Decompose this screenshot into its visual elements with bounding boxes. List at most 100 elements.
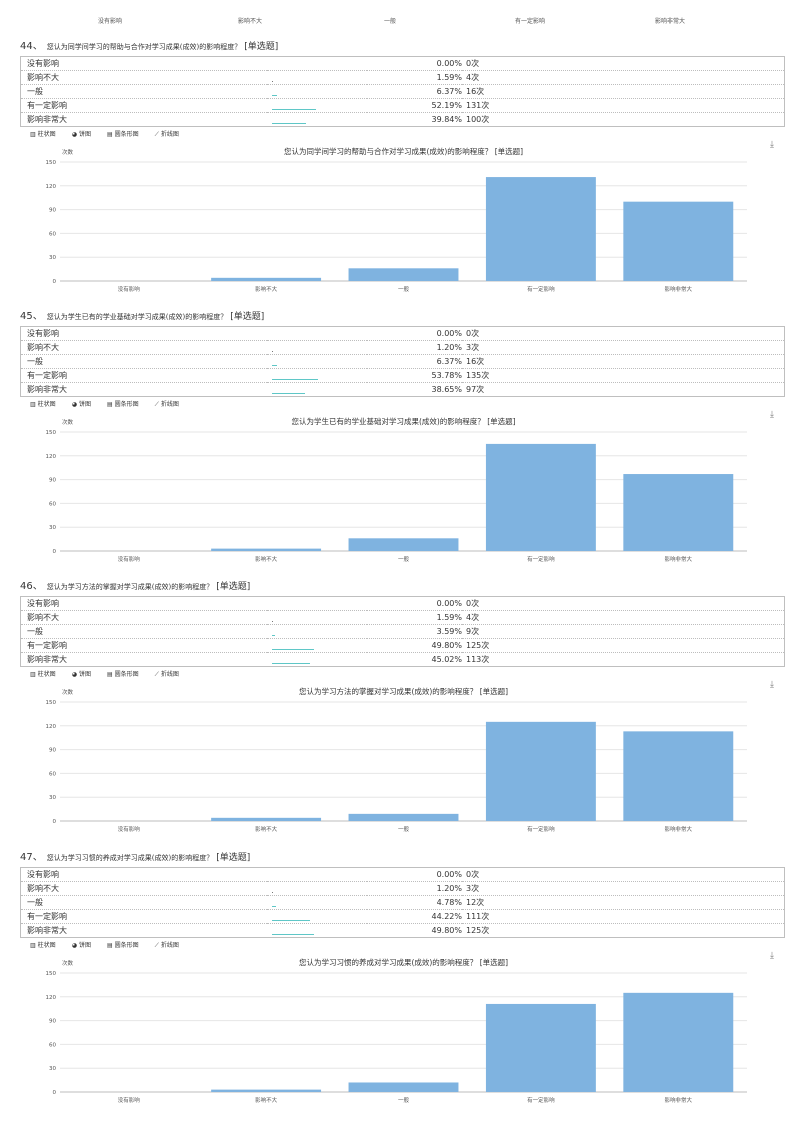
horizontal-bar-icon: ▤ (106, 942, 113, 949)
option-label: 一般 (20, 84, 267, 99)
tab-pie-chart[interactable]: ◕ 饼图 (72, 942, 91, 949)
x-tick-label: 影响非常大 (665, 1096, 693, 1104)
option-label: 没有影响 (27, 59, 59, 68)
question-number: 47、 (20, 852, 43, 863)
tab-bar-chart[interactable]: ▥ 柱状图 (30, 401, 56, 408)
bar (485, 1003, 596, 1092)
tab-label: 柱状图 (37, 131, 56, 138)
chart-type-tabs: ▥ 柱状图 ◕ 饼图 ▤ 圆条形图 ⟋ 折线图 (30, 669, 195, 679)
bar (623, 201, 734, 281)
y-tick-label: 90 (49, 478, 56, 484)
question-title: 47、 您认为学习习惯的养成对学习成果(成效)的影响程度？ [单选题] (20, 851, 250, 867)
pie-chart-icon: ◕ (71, 671, 77, 678)
option-label: 影响非常大 (20, 923, 267, 938)
horizontal-bar-icon: ▤ (106, 671, 113, 678)
tab-pie-chart[interactable]: ◕ 饼图 (72, 401, 91, 408)
count-value: 113次 (462, 652, 785, 667)
table-row: 一般 6.37% 16次 (20, 84, 785, 99)
x-tick-label: 一般 (398, 285, 410, 293)
bar (348, 1082, 459, 1092)
percent-bar-cell (267, 340, 367, 355)
tab-bar-chart[interactable]: ▥ 柱状图 (30, 131, 56, 138)
option-label: 影响不大 (20, 70, 267, 85)
percent-bar-cell (267, 652, 367, 667)
percent-value: 38.65% (367, 382, 462, 397)
count-value: 125次 (462, 923, 785, 938)
count-value: 3次 (462, 881, 785, 896)
percent-value: 44.22% (367, 909, 462, 924)
bar (211, 1089, 322, 1092)
percent-bar-cell (267, 84, 367, 99)
bar (348, 813, 459, 821)
top-axis-label: 有一定影响 (514, 18, 546, 25)
question-type-tag: [单选题] (216, 853, 251, 863)
y-tick-label: 30 (49, 1066, 56, 1072)
option-label: 影响不大 (20, 881, 267, 896)
option-label: 影响非常大 (20, 382, 267, 397)
option-label: 影响不大 (20, 610, 267, 625)
x-tick-label: 影响非常大 (665, 825, 693, 833)
bar-chart: 您认为学生已有的学业基础对学习成果(成效)的影响程度？ [单选题] 次数 0 30 60… (46, 416, 747, 563)
tab-horizontal-bar[interactable]: ▤ 圆条形图 (107, 671, 139, 678)
tab-line-chart[interactable]: ⟋ 折线图 (155, 671, 179, 678)
bar (623, 731, 734, 821)
x-tick-label: 影响非常大 (665, 285, 693, 293)
y-tick-label: 30 (49, 525, 56, 531)
count-value: 0次 (466, 329, 480, 338)
option-label: 没有影响 (27, 870, 59, 879)
percent-value: 1.59% (367, 610, 462, 625)
tab-line-chart[interactable]: ⟋ 折线图 (155, 942, 179, 949)
download-icon[interactable]: ⤓ (770, 680, 774, 690)
tab-bar-chart[interactable]: ▥ 柱状图 (30, 671, 56, 678)
tab-horizontal-bar[interactable]: ▤ 圆条形图 (107, 131, 139, 138)
question-text: 您认为学生已有的学业基础对学习成果(成效)的影响程度？ (46, 313, 228, 321)
percent-bar-cell (267, 923, 367, 938)
tab-bar-chart[interactable]: ▥ 柱状图 (30, 942, 56, 949)
question-block: 46、 您认为学习方法的掌握对学习成果(成效)的影响程度？ [单选题] 没有影响 0.0… (20, 580, 785, 845)
count-value: 4次 (462, 610, 785, 625)
table-row: 一般 4.78% 12次 (20, 895, 785, 910)
percent-bar (272, 109, 317, 110)
question-title: 45、 您认为学生已有的学业基础对学习成果(成效)的影响程度？ [单选题] (20, 310, 264, 326)
tab-pie-chart[interactable]: ◕ 饼图 (72, 131, 91, 138)
percent-bar (272, 621, 274, 622)
tab-pie-chart[interactable]: ◕ 饼图 (72, 671, 91, 678)
tab-label: 柱状图 (37, 942, 56, 949)
y-tick-label: 150 (46, 700, 57, 706)
bar (485, 443, 596, 551)
question-text: 您认为学习方法的掌握对学习成果(成效)的影响程度？ (46, 583, 214, 591)
option-label: 影响非常大 (20, 112, 267, 127)
percent-bar-cell (267, 70, 367, 85)
download-icon[interactable]: ⤓ (770, 410, 774, 420)
x-tick-label: 没有影响 (118, 285, 141, 293)
option-label: 没有影响 (27, 329, 59, 338)
chart-type-tabs: ▥ 柱状图 ◕ 饼图 ▤ 圆条形图 ⟋ 折线图 (30, 940, 195, 950)
table-row: 有一定影响 52.19% 131次 (20, 98, 785, 113)
tab-line-chart[interactable]: ⟋ 折线图 (155, 401, 179, 408)
y-tick-label: 150 (46, 971, 57, 977)
line-chart-icon: ⟋ (154, 131, 159, 138)
x-tick-label: 有一定影响 (527, 825, 555, 833)
table-row: 影响不大 1.20% 3次 (20, 881, 785, 896)
y-tick-label: 30 (49, 795, 56, 801)
y-tick-label: 120 (46, 995, 57, 1001)
count-value: 3次 (462, 340, 785, 355)
horizontal-bar-icon: ▤ (106, 401, 113, 408)
question-number: 46、 (20, 581, 43, 592)
download-icon[interactable]: ⤓ (770, 140, 774, 150)
line-chart-icon: ⟋ (154, 942, 159, 949)
download-icon[interactable]: ⤓ (770, 951, 774, 961)
y-tick-label: 60 (49, 1042, 56, 1048)
tab-label: 圆条形图 (114, 671, 139, 678)
tab-line-chart[interactable]: ⟋ 折线图 (155, 131, 179, 138)
count-value: 0次 (466, 870, 480, 879)
tab-horizontal-bar[interactable]: ▤ 圆条形图 (107, 401, 139, 408)
percent-value: 49.80% (367, 638, 462, 653)
y-tick-label: 60 (49, 501, 56, 507)
percent-bar-cell (267, 354, 367, 369)
percent-bar-cell (267, 638, 367, 653)
percent-bar-cell (267, 881, 367, 896)
tab-horizontal-bar[interactable]: ▤ 圆条形图 (107, 942, 139, 949)
stats-table: 没有影响 0.00% 0次 影响不大 1.20% 3次 一般 6.37% 16次 有一定影响 53.… (20, 326, 785, 397)
